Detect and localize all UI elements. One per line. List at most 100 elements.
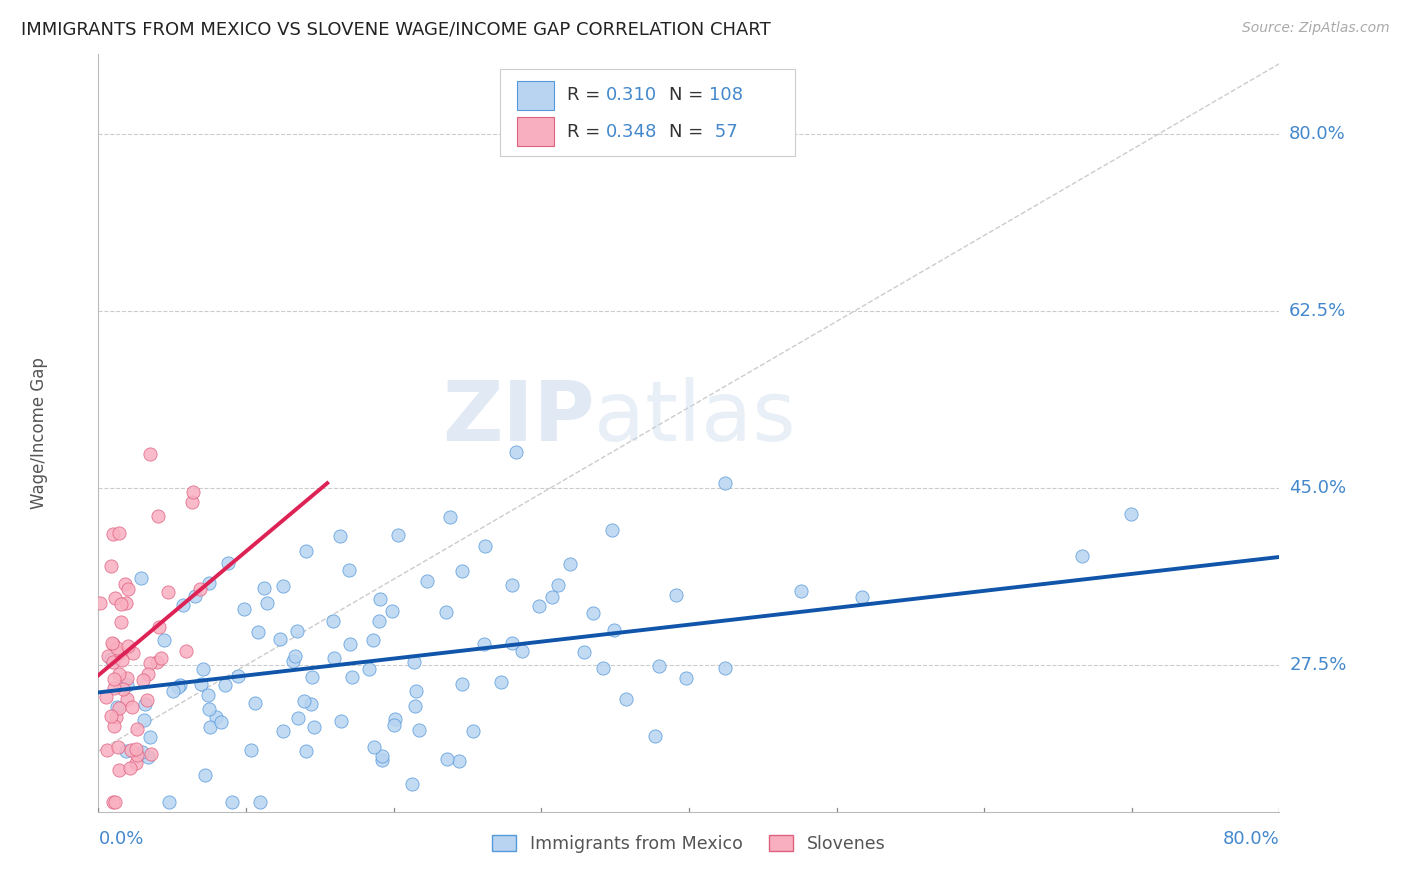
Point (150, 650, 173, 665)
Point (294, 694, 316, 708)
Point (614, 691, 637, 706)
Point (110, 597, 132, 611)
Point (439, 510, 461, 524)
Point (461, 724, 484, 739)
Point (122, 646, 145, 660)
Point (100, 558, 122, 573)
Point (107, 739, 129, 754)
Point (101, 636, 124, 650)
Point (108, 764, 131, 778)
Point (295, 544, 318, 558)
Point (299, 698, 322, 712)
Point (541, 591, 564, 605)
Point (136, 666, 159, 681)
Point (131, 745, 153, 759)
Point (501, 578, 523, 592)
Point (139, 747, 162, 761)
Point (572, 645, 595, 659)
Text: 0.348: 0.348 (606, 122, 658, 141)
Point (114, 596, 136, 610)
Text: 80.0%: 80.0% (1223, 830, 1279, 848)
Point (139, 656, 162, 670)
Point (118, 761, 141, 775)
Point (139, 730, 162, 744)
Point (114, 577, 136, 591)
Point (105, 700, 128, 714)
FancyBboxPatch shape (501, 69, 796, 156)
FancyBboxPatch shape (516, 81, 554, 110)
Text: Wage/Income Gap: Wage/Income Gap (31, 357, 48, 508)
Point (181, 485, 204, 500)
Point (162, 683, 184, 698)
Point (240, 743, 263, 757)
Text: Source: ZipAtlas.com: Source: ZipAtlas.com (1241, 21, 1389, 35)
Point (510, 644, 533, 658)
Point (214, 678, 236, 692)
Point (547, 578, 569, 592)
Point (174, 644, 197, 658)
Point (405, 683, 427, 698)
Text: 45.0%: 45.0% (1289, 479, 1347, 497)
Point (221, 795, 243, 809)
Point (157, 795, 180, 809)
Point (104, 795, 127, 809)
Point (256, 596, 278, 610)
Point (115, 692, 138, 706)
Text: N =: N = (669, 122, 709, 141)
Point (714, 661, 737, 675)
Point (111, 653, 134, 667)
Point (198, 702, 221, 716)
Point (169, 678, 191, 692)
Point (96, 743, 118, 757)
Point (117, 639, 139, 653)
Point (101, 637, 124, 651)
Point (125, 741, 148, 756)
Point (408, 723, 430, 737)
Text: N =: N = (669, 87, 709, 104)
Point (107, 667, 129, 681)
Text: R =: R = (567, 87, 606, 104)
Legend: Immigrants from Mexico, Slovenes: Immigrants from Mexico, Slovenes (485, 828, 893, 860)
Point (104, 709, 127, 723)
Point (117, 582, 139, 596)
Text: atlas: atlas (595, 377, 796, 458)
Point (233, 602, 256, 616)
Point (330, 714, 353, 728)
Text: IMMIGRANTS FROM MEXICO VS SLOVENE WAGE/INCOME GAP CORRELATION CHART: IMMIGRANTS FROM MEXICO VS SLOVENE WAGE/I… (21, 21, 770, 38)
Point (193, 662, 215, 676)
Point (714, 476, 737, 491)
Point (108, 525, 131, 540)
Point (1071, 549, 1094, 563)
Point (108, 646, 131, 660)
Point (120, 743, 142, 757)
Point (582, 606, 605, 620)
Text: 62.5%: 62.5% (1289, 302, 1347, 320)
Point (337, 562, 360, 576)
Point (94, 690, 117, 704)
Point (138, 750, 160, 764)
Point (401, 777, 423, 791)
Point (644, 729, 666, 743)
Point (110, 615, 132, 629)
Point (132, 673, 155, 688)
Point (129, 571, 152, 585)
Point (602, 524, 624, 538)
Point (139, 447, 162, 461)
Point (329, 528, 352, 542)
Point (103, 719, 125, 733)
Point (501, 636, 523, 650)
Point (125, 756, 148, 770)
Point (402, 655, 425, 669)
Point (472, 637, 495, 651)
Point (146, 655, 169, 669)
Point (322, 614, 344, 628)
Point (283, 654, 305, 668)
Point (371, 753, 394, 767)
Point (243, 696, 266, 710)
Text: 80.0%: 80.0% (1289, 126, 1346, 144)
Point (157, 584, 180, 599)
Point (180, 495, 202, 509)
Point (101, 795, 124, 809)
Point (368, 592, 391, 607)
Point (284, 649, 307, 664)
